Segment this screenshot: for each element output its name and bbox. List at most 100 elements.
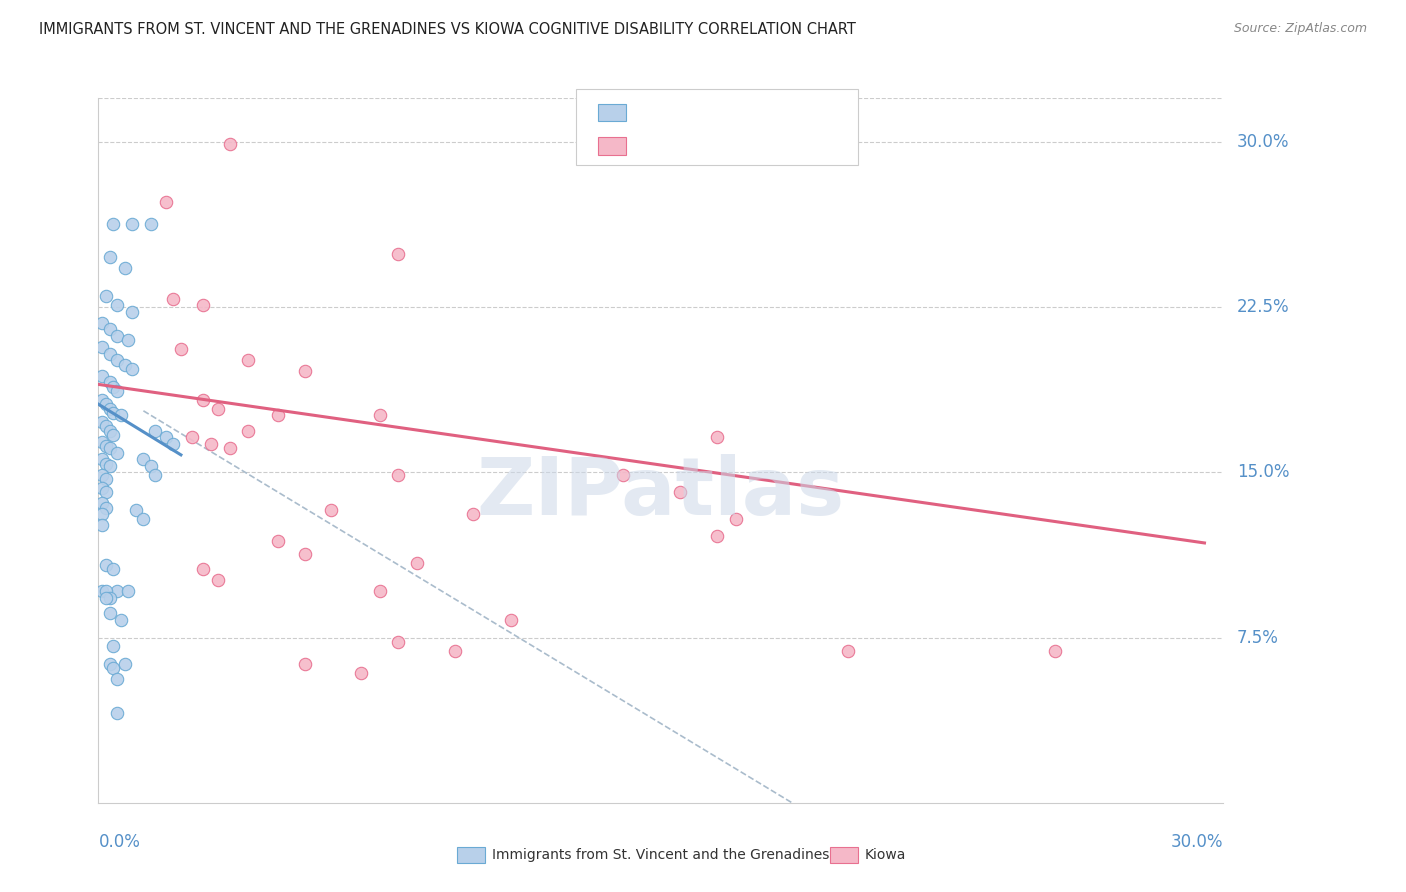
Point	[267, 409, 290, 423]
Point	[463, 508, 485, 522]
Point	[103, 661, 125, 675]
Point	[499, 613, 522, 627]
Point	[105, 298, 128, 312]
Point	[155, 194, 177, 209]
Point	[98, 458, 121, 473]
Point	[207, 574, 229, 588]
Point	[105, 353, 128, 368]
Point	[238, 424, 260, 438]
Text: ZIPatlas: ZIPatlas	[477, 454, 845, 532]
Point	[139, 217, 162, 231]
Text: R = -0.190   N = 72: R = -0.190 N = 72	[636, 103, 786, 118]
Point	[110, 409, 132, 423]
Point	[294, 657, 316, 671]
Text: 30.0%: 30.0%	[1171, 833, 1223, 851]
Point	[91, 452, 114, 467]
Point	[218, 137, 240, 152]
Point	[162, 437, 184, 451]
Point	[114, 260, 136, 275]
Text: Immigrants from St. Vincent and the Grenadines: Immigrants from St. Vincent and the Gren…	[492, 847, 830, 862]
Point	[207, 401, 229, 416]
Point	[612, 467, 634, 482]
Point	[94, 439, 117, 453]
Point	[103, 406, 125, 420]
Point	[387, 467, 409, 482]
Text: Kiowa: Kiowa	[865, 847, 905, 862]
Point	[132, 452, 155, 467]
Point	[837, 644, 859, 658]
Point	[103, 562, 125, 576]
Point	[94, 591, 117, 605]
Point	[193, 562, 215, 576]
Point	[139, 458, 162, 473]
Point	[114, 358, 136, 372]
Point	[98, 424, 121, 438]
Point	[706, 529, 728, 543]
Point	[94, 485, 117, 500]
Point	[94, 558, 117, 572]
Point	[91, 467, 114, 482]
Point	[94, 584, 117, 599]
Point	[105, 329, 128, 343]
Point	[114, 657, 136, 671]
Text: 30.0%: 30.0%	[1237, 133, 1289, 151]
Point	[162, 292, 184, 306]
Point	[406, 556, 429, 570]
Point	[155, 430, 177, 444]
Point	[143, 467, 166, 482]
Point	[121, 362, 143, 376]
Point	[121, 217, 143, 231]
Point	[105, 584, 128, 599]
Point	[319, 503, 342, 517]
Text: 15.0%: 15.0%	[1237, 464, 1289, 482]
Point	[294, 547, 316, 561]
Text: 0.0%: 0.0%	[98, 833, 141, 851]
Point	[117, 334, 139, 348]
Point	[98, 657, 121, 671]
Point	[98, 322, 121, 336]
Point	[98, 250, 121, 264]
Point	[105, 673, 128, 687]
Point	[98, 375, 121, 389]
Point	[94, 457, 117, 471]
Point	[368, 584, 391, 599]
Point	[200, 437, 222, 451]
Point	[387, 635, 409, 649]
Point	[706, 430, 728, 444]
Point	[294, 364, 316, 378]
Point	[668, 485, 690, 500]
Point	[91, 518, 114, 533]
Point	[98, 442, 121, 456]
Point	[94, 500, 117, 515]
Point	[105, 445, 128, 459]
Point	[193, 298, 215, 312]
Point	[94, 289, 117, 303]
Point	[121, 304, 143, 318]
Point	[91, 316, 114, 330]
Point	[105, 706, 128, 720]
Point	[91, 508, 114, 522]
Point	[98, 401, 121, 416]
Point	[91, 481, 114, 495]
Point	[91, 415, 114, 429]
Point	[94, 419, 117, 434]
Point	[368, 409, 391, 423]
Text: 7.5%: 7.5%	[1237, 629, 1279, 647]
Point	[1043, 644, 1066, 658]
Point	[91, 368, 114, 383]
Point	[110, 613, 132, 627]
Point	[238, 353, 260, 368]
Point	[132, 512, 155, 526]
Point	[103, 379, 125, 393]
Point	[443, 644, 465, 658]
Point	[181, 430, 204, 444]
Point	[143, 424, 166, 438]
Point	[98, 607, 121, 621]
Text: R = -0.357   N = 39: R = -0.357 N = 39	[636, 136, 786, 151]
Point	[218, 442, 240, 456]
Point	[91, 392, 114, 407]
Point	[94, 472, 117, 486]
Point	[170, 342, 193, 356]
Text: IMMIGRANTS FROM ST. VINCENT AND THE GRENADINES VS KIOWA COGNITIVE DISABILITY COR: IMMIGRANTS FROM ST. VINCENT AND THE GREN…	[39, 22, 856, 37]
Point	[267, 533, 290, 548]
